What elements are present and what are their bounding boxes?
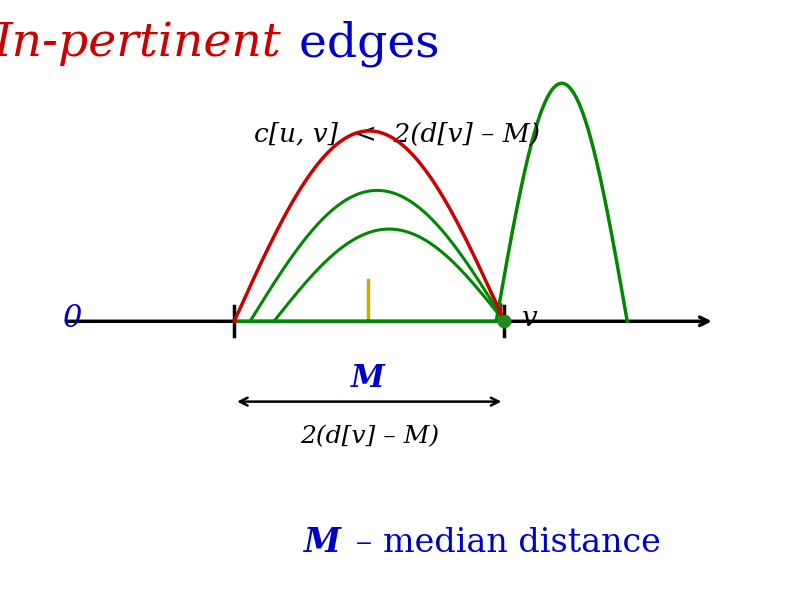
Text: v: v — [522, 305, 538, 332]
Text: M: M — [304, 527, 341, 559]
Text: In-pertinent: In-pertinent — [0, 21, 282, 66]
Text: M: M — [351, 363, 384, 394]
Text: 0: 0 — [62, 303, 81, 334]
Text: c[u, v]  <  2(d[v] – M): c[u, v] < 2(d[v] – M) — [254, 122, 540, 147]
Text: – median distance: – median distance — [345, 527, 661, 559]
Text: 2(d[v] – M): 2(d[v] – M) — [299, 425, 439, 449]
Text: edges: edges — [284, 21, 440, 67]
